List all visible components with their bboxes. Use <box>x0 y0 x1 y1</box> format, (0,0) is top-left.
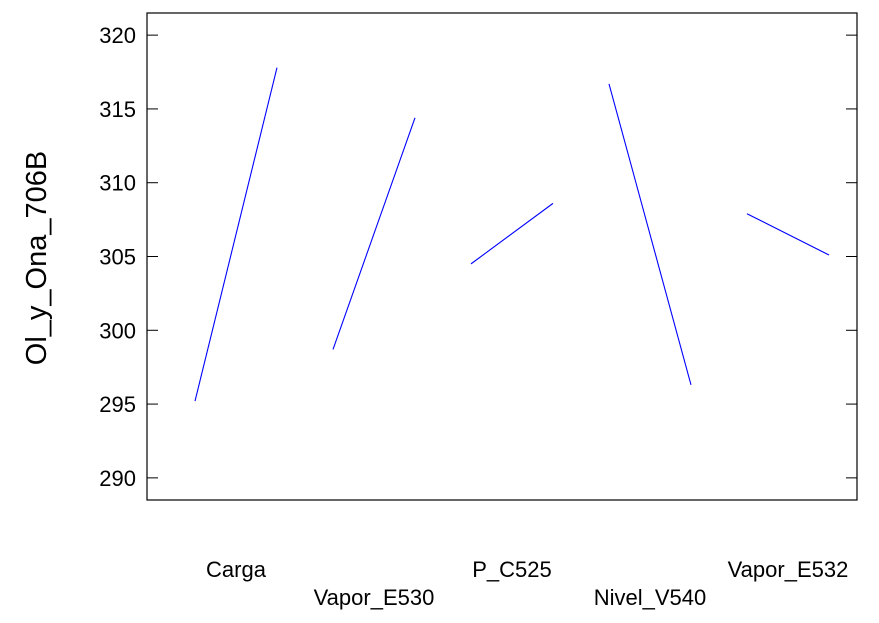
y-tick-label: 315 <box>99 97 136 122</box>
x-axis-labels: Carga Vapor_E530 P_C525 Nivel_V540 Vapor_E53… <box>206 557 848 610</box>
x-category-label: Nivel_V540 <box>594 585 707 610</box>
effect-line-vapor-e530 <box>332 117 416 350</box>
x-category-label: P_C525 <box>472 557 552 582</box>
y-tick-label: 290 <box>99 466 136 491</box>
y-tick-label: 305 <box>99 245 136 270</box>
plot-area-frame <box>146 12 858 501</box>
y-tick-label: 300 <box>99 318 136 343</box>
x-category-label: Vapor_E532 <box>728 557 849 582</box>
y-axis: 290 295 300 305 310 315 320 <box>99 23 857 491</box>
effect-line-vapor-e532 <box>746 213 830 256</box>
effect-line-p-c525 <box>470 202 554 265</box>
y-axis-label: Ol_y_Ona_706B <box>21 151 53 365</box>
y-tick-label: 295 <box>99 392 136 417</box>
effect-line-carga <box>194 67 278 402</box>
effect-line-nivel-v540 <box>608 83 692 386</box>
x-category-label: Vapor_E530 <box>314 585 435 610</box>
y-tick-label: 320 <box>99 23 136 48</box>
x-category-label: Carga <box>206 557 267 582</box>
y-tick-label: 310 <box>99 171 136 196</box>
effect-lines <box>194 67 830 402</box>
